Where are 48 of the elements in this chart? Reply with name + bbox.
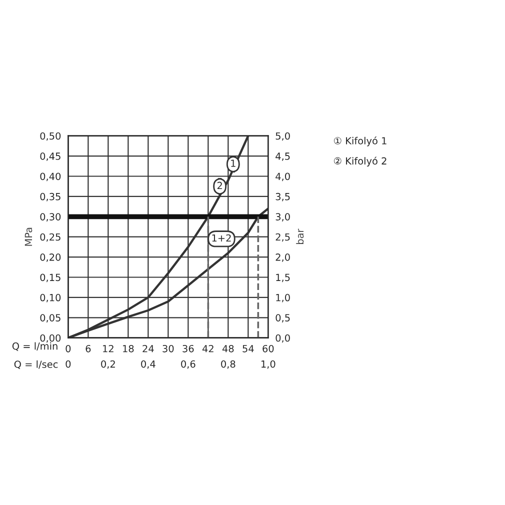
x-tick-label: 60 (262, 344, 274, 352)
x-tick-label: 0 (66, 344, 71, 352)
x-tick-label: 42 (202, 344, 214, 352)
y-tick-label: 0,35 (40, 192, 60, 202)
x2-tick-label: 0,4 (141, 360, 156, 369)
y2-tick-label: 1,5 (276, 274, 290, 282)
x2-axis-title: Q = l/sec (14, 360, 58, 370)
y2-tick-label: 1,0 (276, 294, 290, 302)
x2-tick-label: 0 (66, 360, 71, 368)
x2-tick-label: 1,0 (261, 360, 276, 369)
y-tick-label: 0,25 (40, 233, 60, 242)
y2-axis-title: bar (296, 228, 304, 244)
y-tick-label: 0,10 (40, 294, 61, 302)
x-tick-label: 48 (222, 344, 234, 352)
y-axis-title: MPa (24, 228, 32, 246)
y-tick-label: 0,45 (40, 152, 60, 161)
annotation: 1 (231, 160, 236, 167)
y2-tick-label: 4,0 (276, 172, 290, 182)
x-tick-label: 54 (242, 345, 254, 352)
y2-tick-label: 2,0 (276, 254, 290, 262)
y-tick-label: 0,30 (40, 213, 61, 222)
y2-tick-label: 3,0 (276, 213, 290, 222)
annotation: 1+2 (212, 234, 231, 242)
x-tick-label: 36 (182, 344, 194, 352)
y-tick-label: 0,05 (40, 314, 60, 322)
y2-tick-label: 2,5 (276, 233, 290, 242)
x-tick-label: 30 (162, 344, 174, 352)
x-tick-label: 24 (142, 344, 154, 352)
y-tick-label: 0,40 (40, 172, 61, 182)
x2-tick-label: 0,2 (101, 360, 115, 369)
y-tick-label: 0,00 (40, 334, 61, 343)
y-tick-label: 0,50 (40, 132, 61, 141)
y2-tick-label: 5,0 (276, 132, 290, 141)
y2-tick-label: 0,0 (276, 334, 290, 343)
y-tick-label: 0,20 (40, 254, 61, 262)
x-tick-label: 12 (103, 344, 114, 352)
y2-tick-label: 3,5 (276, 192, 290, 202)
y2-tick-label: 4,5 (276, 152, 290, 161)
x-tick-label: 6 (86, 344, 91, 352)
text: ② Kifolyó 2 (334, 156, 386, 166)
annotation: 2 (217, 182, 222, 190)
text: ① Kifolyó 1 (334, 136, 386, 146)
x-tick-label: 18 (123, 344, 134, 352)
x-axis-title: Q = l/min (12, 342, 58, 351)
y2-tick-label: 0,5 (276, 314, 290, 322)
x2-tick-label: 0,6 (181, 360, 196, 369)
y-tick-label: 0,15 (40, 274, 60, 282)
x2-tick-label: 0,8 (221, 360, 236, 369)
